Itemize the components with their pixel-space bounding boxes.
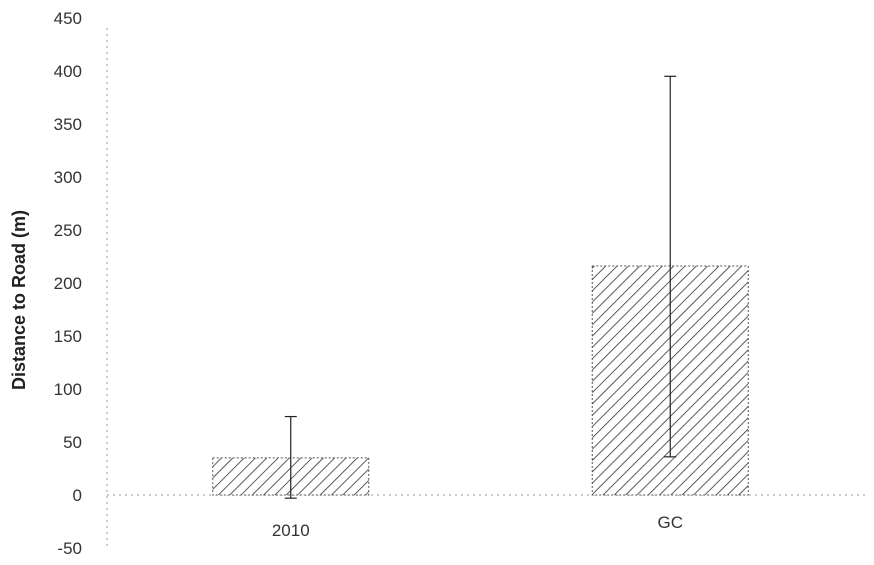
y-tick-label: 150 xyxy=(54,327,82,346)
error-bars xyxy=(284,75,677,499)
y-tick-label: 0 xyxy=(73,486,82,505)
y-axis-title: Distance to Road (m) xyxy=(9,210,29,390)
x-category-label: GC xyxy=(658,513,684,532)
y-tick-label: 250 xyxy=(54,221,82,240)
y-tick-label: 300 xyxy=(54,168,82,187)
y-tick-label: 100 xyxy=(54,380,82,399)
y-tick-label: 400 xyxy=(54,62,82,81)
bars xyxy=(212,265,749,496)
labels: -50 0 50 100 150 200 250 300 350 400 450 2010 GC xyxy=(54,9,683,558)
y-tick-label: 450 xyxy=(54,9,82,28)
y-tick-label: -50 xyxy=(57,539,82,558)
y-tick-label: 50 xyxy=(63,433,82,452)
y-tick-label: 200 xyxy=(54,274,82,293)
x-category-label: 2010 xyxy=(272,521,310,540)
y-tick-label: 350 xyxy=(54,115,82,134)
